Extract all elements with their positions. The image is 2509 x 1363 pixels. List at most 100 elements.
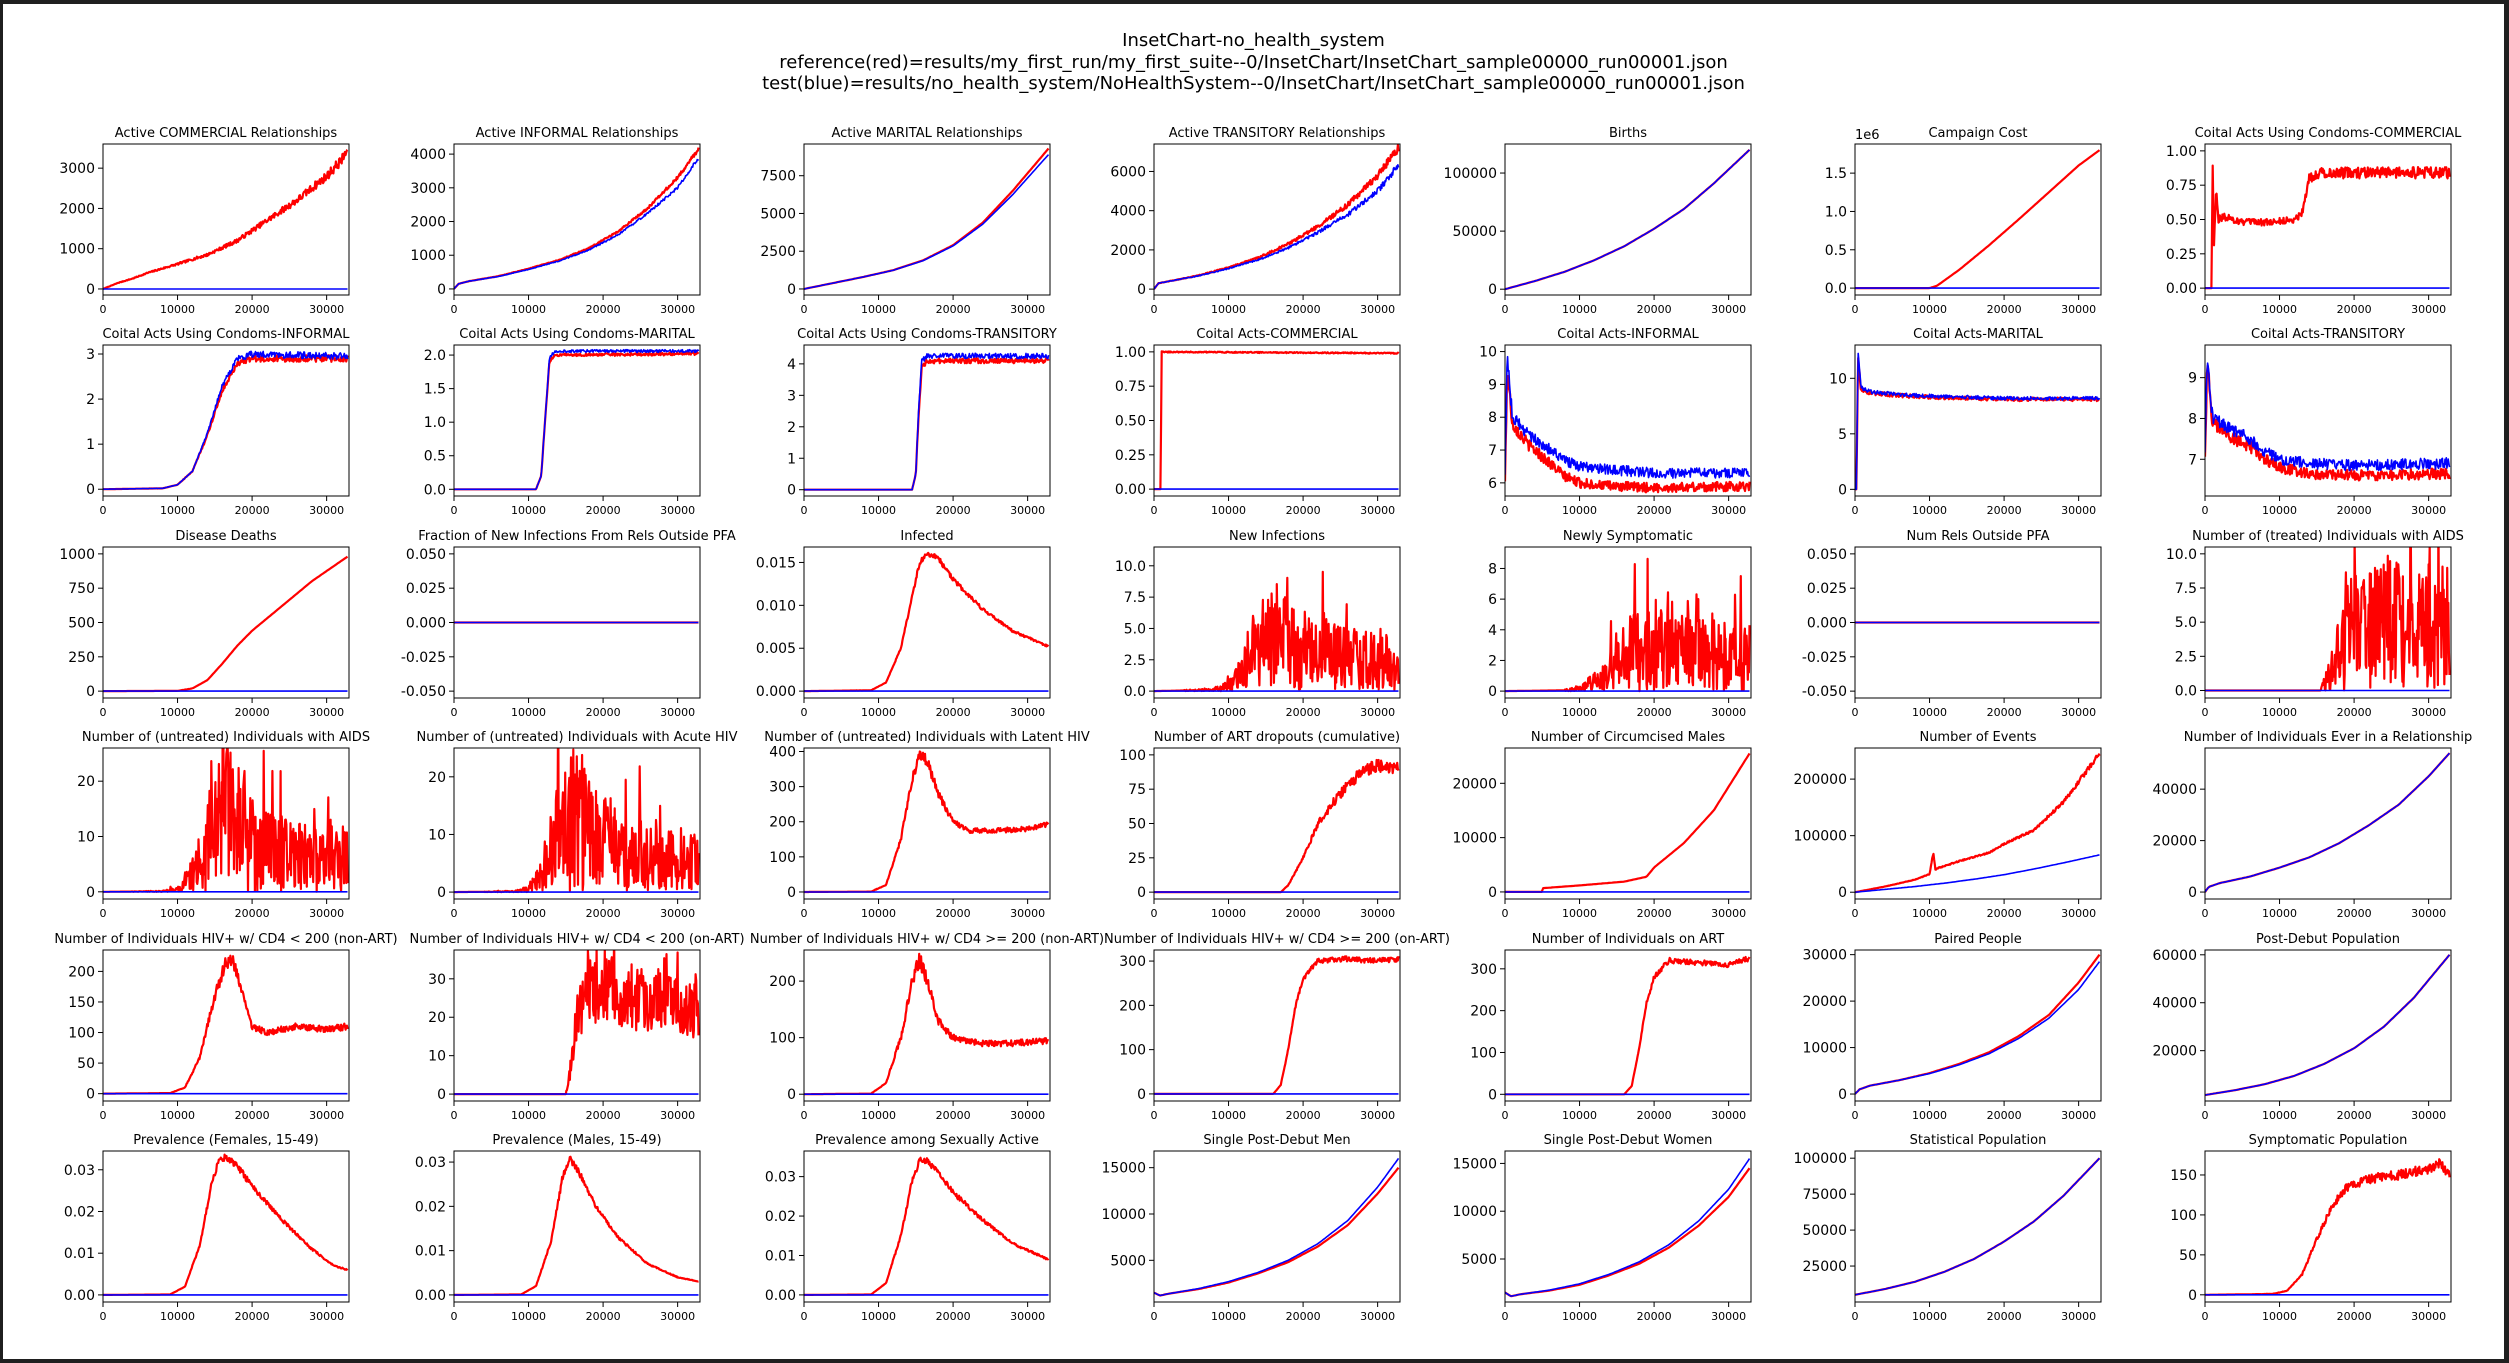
- x-tick-label: 20000: [1286, 706, 1321, 719]
- subplot-title: Active TRANSITORY Relationships: [1169, 126, 1386, 141]
- y-tick-label: 10: [77, 829, 95, 845]
- y-tick-label: 0.01: [64, 1246, 95, 1262]
- x-tick-label: 10000: [1912, 303, 1947, 316]
- subplot-coital-acts-commercial: Coital Acts-COMMERCIAL 0.00 0.25 0.50 0.75 1.…: [1115, 327, 1401, 517]
- plot-area: [2205, 950, 2451, 1101]
- x-tick-label: 30000: [2061, 1310, 2096, 1323]
- plot-frame: [102, 747, 350, 900]
- x-tick-label: 20000: [936, 1310, 971, 1323]
- x-tick-label: 20000: [2337, 907, 2372, 920]
- subplot-number-of-events: Number of Events 0 100000 200000 0 10000 20000…: [1794, 730, 2102, 920]
- subplot-prevalence-males-15-49: Prevalence (Males, 15-49) 0.00 0.01 0.02 0.0…: [415, 1133, 701, 1323]
- y-tick-label: 2: [1488, 653, 1497, 669]
- subplot-title: New Infections: [1229, 529, 1325, 544]
- plot-frame: [102, 546, 350, 699]
- subplot-title: Number of Individuals HIV+ w/ CD4 < 200 …: [54, 932, 397, 947]
- subplot-coital-acts-using-condoms-marital: Coital Acts Using Condoms-MARITAL 0.0 0.5 1…: [424, 327, 701, 517]
- test-caption: test(blue)=results/no_health_system/NoHe…: [762, 73, 1745, 94]
- subplot-active-commercial-relationships: Active COMMERCIAL Relationships 0 1000 2000…: [59, 126, 350, 316]
- y-tick-label: 250: [68, 650, 95, 666]
- subplot-number-of-circumcised-males: Number of Circumcised Males 0 10000 20000 0 1…: [1452, 730, 1752, 920]
- plot-area: [1505, 144, 1751, 295]
- plot-frame: [1854, 344, 2102, 497]
- y-tick-label: 0.01: [765, 1248, 796, 1264]
- y-tick-label: 0: [1137, 1087, 1146, 1103]
- x-tick-label: 10000: [1211, 303, 1246, 316]
- x-tick-label: 30000: [2411, 1109, 2446, 1122]
- y-tick-label: 75000: [1802, 1187, 1847, 1203]
- y-tick-label: 3: [86, 347, 95, 363]
- x-tick-label: 0: [801, 706, 808, 719]
- subplot-title: Single Post-Debut Men: [1203, 1133, 1350, 1148]
- y-tick-label: 20000: [1452, 776, 1497, 792]
- x-tick-label: 0: [1502, 303, 1509, 316]
- reference-series-line: [1505, 374, 1751, 494]
- y-tick-label: 4: [1488, 623, 1497, 639]
- subplot-active-transitory-relationships: Active TRANSITORY Relationships 0 2000 4000…: [1110, 126, 1401, 316]
- plot-area: [103, 547, 349, 698]
- subplot-post-debut-population: Post-Debut Population 20000 40000 60000 0 100…: [2152, 932, 2452, 1122]
- x-tick-label: 10000: [1562, 1109, 1597, 1122]
- reference-caption: reference(red)=results/my_first_run/my_f…: [779, 52, 1728, 73]
- x-tick-label: 10000: [511, 303, 546, 316]
- y-tick-label: 8: [1488, 561, 1497, 577]
- y-tick-label: 60000: [2152, 948, 2197, 964]
- test-series-line: [454, 348, 700, 491]
- plot-frame: [2204, 546, 2452, 699]
- y-tick-label: 0.25: [2166, 247, 2197, 263]
- plot-area: [1154, 950, 1400, 1101]
- plot-frame: [102, 1150, 350, 1303]
- y-tick-label: 100000: [1794, 829, 1847, 845]
- y-tick-label: 0.01: [415, 1244, 446, 1260]
- x-tick-label: 0: [1151, 907, 1158, 920]
- x-tick-label: 20000: [586, 1109, 621, 1122]
- subplot-title: Active INFORMAL Relationships: [476, 126, 679, 141]
- x-tick-label: 20000: [235, 1109, 270, 1122]
- x-tick-label: 10000: [511, 706, 546, 719]
- x-tick-label: 0: [2202, 504, 2209, 517]
- y-tick-label: 15000: [1452, 1156, 1497, 1172]
- plot-frame: [803, 747, 1051, 900]
- y-tick-label: 8: [1488, 410, 1497, 426]
- x-tick-label: 10000: [1912, 1109, 1947, 1122]
- plot-frame: [2204, 747, 2452, 900]
- x-tick-label: 20000: [936, 1109, 971, 1122]
- x-tick-label: 30000: [2061, 907, 2096, 920]
- y-tick-label: 10: [428, 827, 446, 843]
- x-tick-label: 30000: [2411, 907, 2446, 920]
- x-tick-label: 30000: [309, 907, 344, 920]
- subplot-prevalence-among-sexually-active: Prevalence among Sexually Active 0.00 0.01…: [765, 1133, 1051, 1323]
- x-tick-label: 10000: [1211, 907, 1246, 920]
- x-tick-label: 10000: [1912, 907, 1947, 920]
- test-series-line: [1855, 854, 2100, 893]
- y-tick-label: 2000: [1110, 243, 1146, 259]
- y-tick-label: 15000: [1101, 1161, 1146, 1177]
- y-tick-label: 0.050: [1807, 547, 1847, 563]
- x-tick-label: 20000: [235, 303, 270, 316]
- y-tick-label: 0.75: [2166, 178, 2197, 194]
- x-tick-label: 30000: [1360, 907, 1395, 920]
- x-tick-label: 30000: [2411, 1310, 2446, 1323]
- x-tick-label: 20000: [586, 504, 621, 517]
- x-tick-label: 30000: [2061, 504, 2096, 517]
- x-tick-label: 0: [451, 1109, 458, 1122]
- plot-frame: [1504, 143, 1752, 296]
- plot-frame: [2204, 344, 2452, 497]
- x-tick-label: 20000: [2337, 1109, 2372, 1122]
- y-tick-label: 2.5: [1124, 653, 1146, 669]
- x-tick-label: 30000: [2061, 1109, 2096, 1122]
- plot-frame: [1854, 143, 2102, 296]
- y-tick-label: 10.0: [2166, 547, 2197, 563]
- reference-series-line: [2205, 364, 2451, 482]
- y-tick-label: 0.00: [1115, 482, 1146, 498]
- y-tick-label: 3000: [59, 161, 95, 177]
- plot-area: [1154, 144, 1400, 295]
- y-tick-label: 0: [1488, 1087, 1497, 1103]
- y-tick-label: 0: [1488, 282, 1497, 298]
- subplot-title: Number of Individuals on ART: [1532, 932, 1725, 947]
- x-tick-label: 20000: [1286, 1109, 1321, 1122]
- reference-series-line: [2205, 164, 2451, 290]
- subplot-title: Disease Deaths: [175, 529, 277, 544]
- plot-frame: [803, 344, 1051, 497]
- y-tick-label: 5: [1838, 427, 1847, 443]
